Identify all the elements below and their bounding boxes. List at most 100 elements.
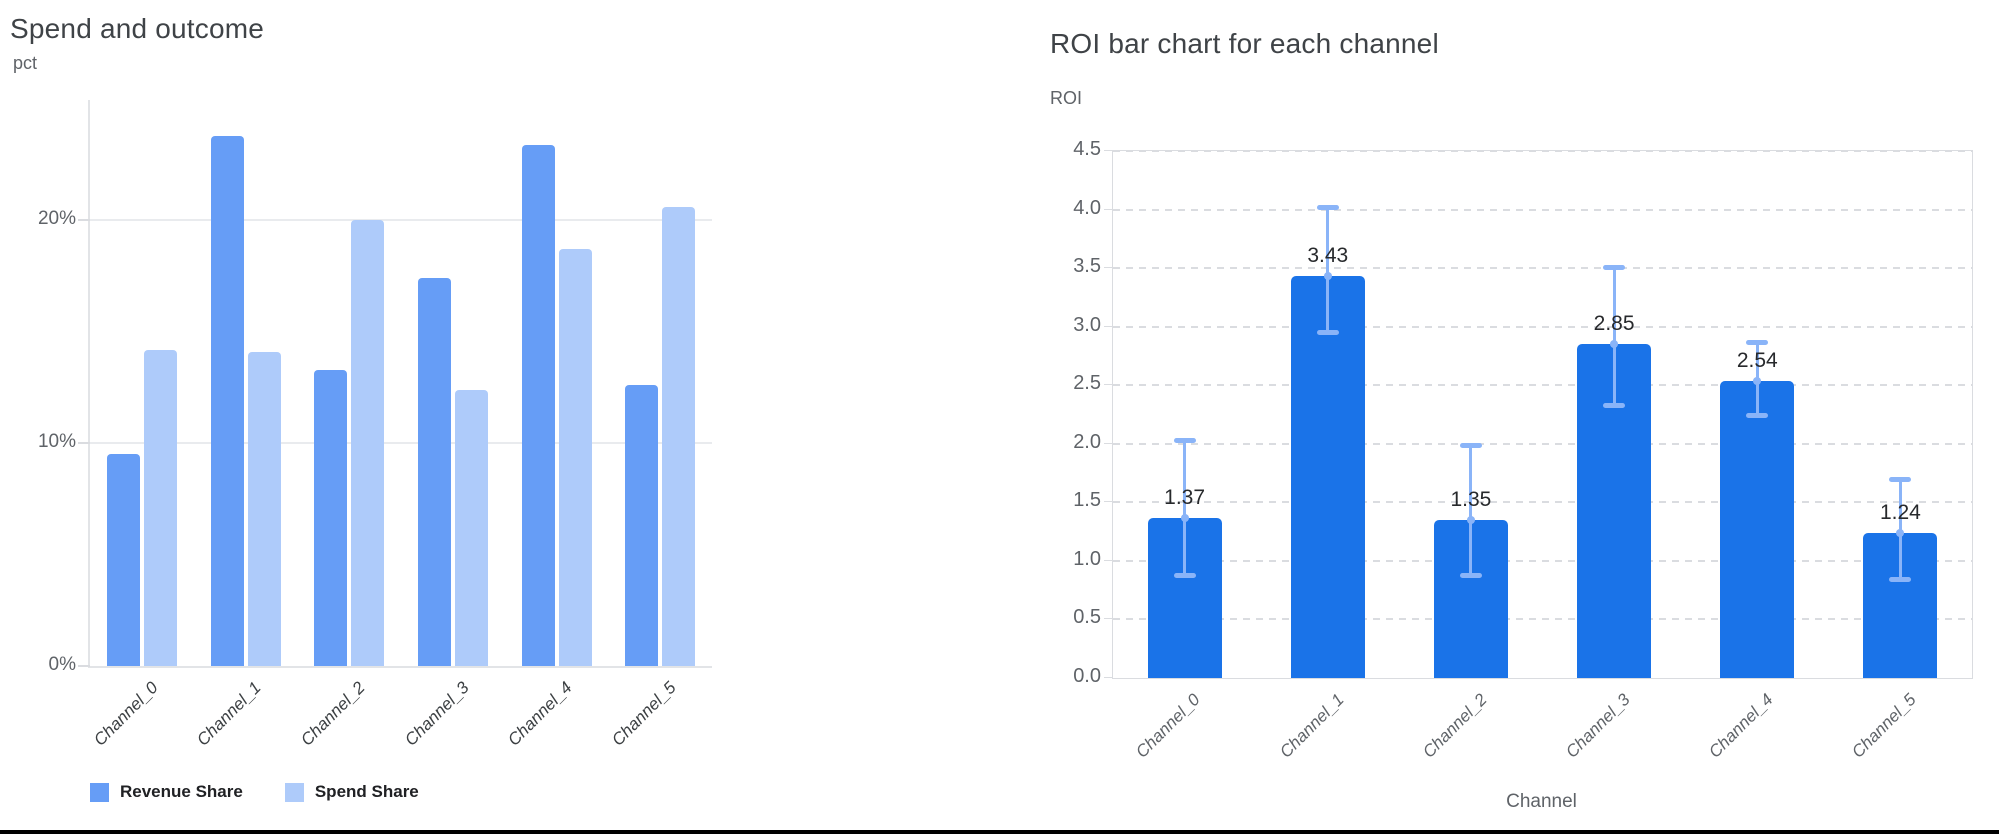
y-tick-label: 20% — [37, 208, 76, 230]
x-tick-label-text: Channel_0 — [89, 678, 162, 750]
axis-tick — [1104, 150, 1113, 151]
y-tick-label: 10% — [37, 431, 76, 453]
right-chart-plot-area: 0.0 0.5 1.0 1.5 2.0 2.5 3.0 3.5 4.0 4.5 1.37 Channe… — [1073, 138, 1973, 762]
bar-revenue-share-channel_4[interactable] — [521, 144, 555, 666]
y-tick-label: 4.5 — [1073, 138, 1101, 160]
bar-revenue-share-channel_2[interactable] — [314, 369, 348, 666]
x-tick-label-text: Channel_3 — [400, 678, 473, 750]
bar-revenue-share-channel_3[interactable] — [417, 278, 451, 666]
bar-spend-share-channel_1[interactable] — [247, 351, 281, 666]
legend-item-revenue-share[interactable]: Revenue Share — [90, 782, 243, 802]
gridline-10% — [90, 442, 712, 445]
error-bar-cap-bottom — [1173, 573, 1196, 579]
y-tick-label: 1.5 — [1073, 489, 1101, 512]
bar-spend-share-channel_5[interactable] — [662, 206, 696, 666]
error-bar-marker — [1610, 340, 1619, 349]
right-chart-title: ROI bar chart for each channel — [1050, 28, 1439, 59]
y-tick-label: 4.0 — [1073, 196, 1101, 219]
bar-value-label-channel_2: 1.35 — [1450, 487, 1492, 511]
bar-spend-share-channel_3[interactable] — [454, 389, 488, 666]
y-tick-label: 0.5 — [1073, 606, 1101, 629]
axis-tick — [1104, 325, 1113, 327]
error-bar-channel_1 — [1326, 207, 1330, 333]
axis-tick — [78, 665, 90, 667]
axis-tick — [78, 219, 90, 222]
bar-revenue-share-channel_5[interactable] — [625, 385, 659, 666]
x-tick-label-text: Channel_3 — [1561, 690, 1634, 762]
gridline-3.5 — [1113, 267, 1972, 270]
error-bar-cap-top — [1459, 442, 1482, 448]
bar-value-label-channel_3: 2.85 — [1593, 312, 1635, 336]
error-bar-marker — [1896, 528, 1905, 537]
error-bar-cap-top — [1746, 339, 1769, 345]
axis-tick — [1104, 618, 1113, 620]
y-tick-label: 0% — [48, 654, 76, 675]
error-bar-channel_0 — [1183, 440, 1187, 577]
gridline-1.0 — [1113, 559, 1972, 562]
bar-spend-share-channel_2[interactable] — [351, 220, 385, 666]
gridline-1.5 — [1113, 501, 1972, 504]
left-chart-title: Spend and outcome — [10, 13, 265, 44]
y-tick-label: 3.0 — [1073, 313, 1101, 336]
x-tick-label-text: Channel_1 — [1275, 690, 1348, 762]
error-bar-marker — [1466, 515, 1475, 524]
left-chart-plot-area: 0% 10% 20% Channel_0 Channel_1 Channel_2 Chann… — [38, 100, 712, 750]
x-tick-label-text: Channel_4 — [1705, 690, 1777, 762]
x-tick-label-text: Channel_5 — [607, 678, 680, 750]
error-bar-channel_2 — [1469, 444, 1473, 577]
legend-label-spend-share: Spend Share — [314, 782, 419, 801]
error-bar-cap-top — [1173, 438, 1196, 444]
error-bar-cap-top — [1603, 264, 1626, 270]
y-tick-label: 1.0 — [1073, 547, 1101, 570]
error-bar-cap-top — [1889, 476, 1912, 482]
x-tick-label-text: Channel_1 — [193, 678, 265, 750]
bottom-divider — [0, 830, 1999, 834]
error-bar-channel_3 — [1612, 266, 1616, 407]
gridline-3.0 — [1113, 325, 1972, 328]
gridline-2.0 — [1113, 442, 1972, 445]
y-tick-label: 2.5 — [1073, 372, 1101, 395]
revenue-share-swatch-icon — [90, 782, 109, 802]
bar-roi-channel_1[interactable] — [1290, 276, 1365, 678]
gridline-0.5 — [1113, 618, 1972, 621]
error-bar-cap-top — [1316, 205, 1339, 211]
bar-revenue-share-channel_1[interactable] — [210, 135, 244, 666]
axis-tick — [1104, 677, 1113, 678]
x-tick-label-text: Channel_2 — [1418, 690, 1491, 762]
legend-label-revenue-share: Revenue Share — [120, 782, 243, 801]
left-chart-y-axis-unit: pct — [13, 53, 38, 73]
axis-tick — [1104, 384, 1113, 386]
axis-tick — [1104, 559, 1113, 561]
bar-revenue-share-channel_0[interactable] — [106, 454, 140, 666]
error-bar-cap-bottom — [1889, 576, 1912, 582]
gridline-20% — [90, 219, 712, 222]
bar-value-label-channel_1: 3.43 — [1307, 244, 1349, 268]
axis-tick — [1104, 501, 1113, 503]
spend-share-swatch-icon — [284, 782, 304, 802]
error-bar-cap-bottom — [1459, 573, 1482, 579]
bar-spend-share-channel_0[interactable] — [143, 349, 177, 666]
gridline-4.0 — [1113, 208, 1972, 211]
gridline-2.5 — [1113, 384, 1972, 387]
error-bar-cap-bottom — [1316, 329, 1339, 335]
y-tick-label: 2.0 — [1073, 430, 1101, 453]
bar-spend-share-channel_4[interactable] — [558, 249, 592, 666]
legend-item-spend-share[interactable]: Spend Share — [284, 782, 419, 802]
gridline-4.5 — [1113, 150, 1972, 152]
y-tick-label: 0.0 — [1073, 665, 1101, 687]
x-tick-label-text: Channel_0 — [1132, 690, 1205, 762]
error-bar-marker — [1753, 376, 1762, 385]
axis-tick — [1104, 208, 1113, 210]
x-tick-label-text: Channel_4 — [504, 678, 576, 750]
x-tick-label-text: Channel_5 — [1848, 690, 1920, 762]
bar-value-label-channel_4: 2.54 — [1736, 348, 1778, 372]
x-tick-label-text: Channel_2 — [296, 678, 369, 750]
y-tick-label: 3.5 — [1073, 255, 1101, 278]
axis-tick — [1104, 267, 1113, 269]
bar-roi-channel_4[interactable] — [1720, 380, 1795, 678]
error-bar-marker — [1323, 272, 1332, 281]
error-bar-cap-bottom — [1603, 403, 1626, 409]
axis-tick — [78, 442, 90, 445]
axis-tick — [1104, 442, 1113, 444]
